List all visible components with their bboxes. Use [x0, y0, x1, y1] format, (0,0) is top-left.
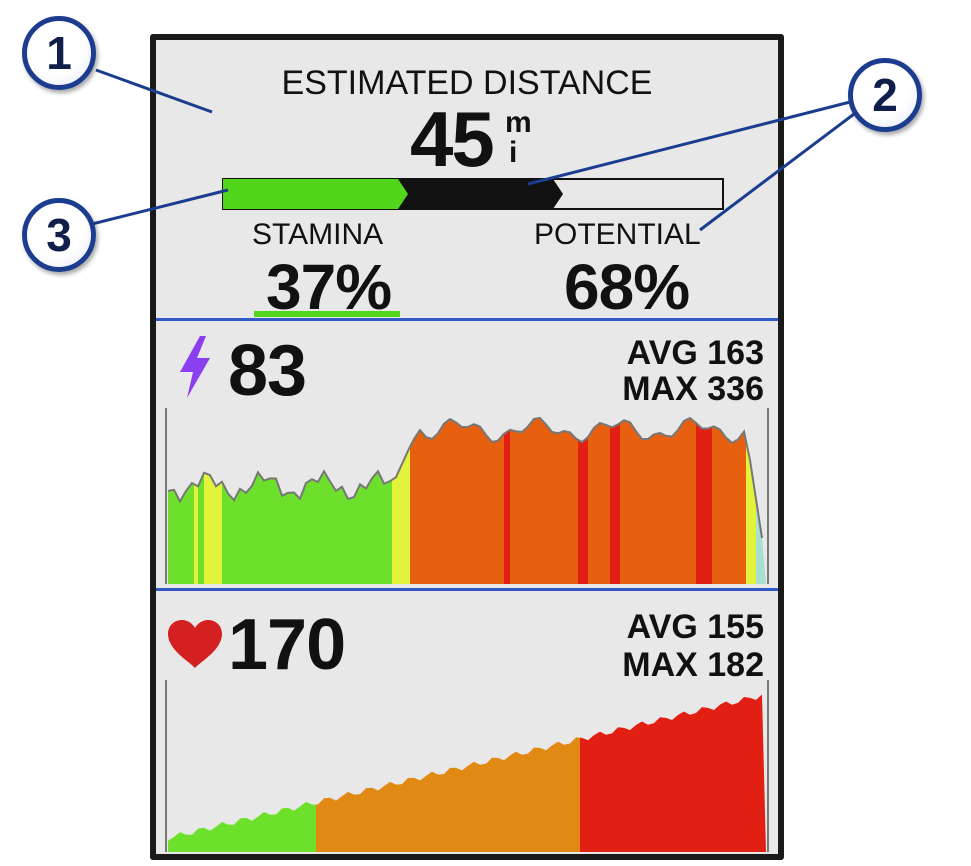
estimated-distance-value: 45 — [410, 95, 495, 183]
device-screen: ESTIMATED DISTANCE 45 m i STAMINA 37% PO… — [156, 40, 778, 854]
section-divider-1 — [156, 318, 778, 321]
distance-unit-bottom: i — [509, 136, 518, 169]
potential-label: POTENTIAL — [534, 218, 701, 251]
stamina-underline — [254, 311, 400, 317]
power-current-value: 83 — [228, 331, 307, 411]
power-zone-band — [194, 418, 198, 584]
heart-icon — [168, 620, 222, 668]
power-zone-red-band — [578, 418, 584, 584]
heart-rate-current-value: 170 — [228, 605, 346, 685]
power-avg: AVG 163 — [626, 334, 764, 372]
callout-3-leader — [91, 188, 229, 226]
power-max: MAX 336 — [622, 370, 764, 408]
callout-3-badge: 3 — [22, 198, 96, 272]
power-zone-red-band — [706, 418, 712, 584]
stamina-fill — [223, 179, 408, 209]
section-divider-2 — [156, 588, 778, 591]
heart-rate-max: MAX 182 — [622, 646, 764, 684]
stamina-potential-bar — [222, 178, 724, 210]
heart-rate-chart — [165, 680, 769, 852]
power-zone-red-band — [700, 418, 706, 584]
power-zone-red-band — [582, 418, 588, 584]
potential-value: 68% — [564, 251, 690, 323]
distance-unit-top: m — [505, 106, 532, 139]
callout-2-leader-b — [699, 106, 863, 232]
callout-2-badge: 2 — [848, 58, 922, 132]
power-chart — [165, 408, 769, 584]
callout-2-leader-a — [527, 98, 859, 186]
callout-1-badge: 1 — [22, 16, 96, 90]
power-zone-red-band — [614, 418, 620, 584]
lightning-bolt-icon — [180, 336, 210, 398]
power-zone-red-band — [696, 418, 702, 584]
power-trace-line — [167, 416, 763, 539]
power-zone-red-band — [504, 418, 510, 584]
power-zone-red-band — [610, 418, 616, 584]
heart-rate-avg: AVG 155 — [626, 608, 764, 646]
power-zone-band — [746, 418, 756, 584]
device-frame: ESTIMATED DISTANCE 45 m i STAMINA 37% PO… — [150, 34, 784, 860]
callout-1-leader — [95, 68, 213, 114]
estimated-distance-label: ESTIMATED DISTANCE — [281, 64, 653, 102]
power-zone-band — [198, 418, 204, 584]
stamina-label: STAMINA — [252, 218, 384, 251]
